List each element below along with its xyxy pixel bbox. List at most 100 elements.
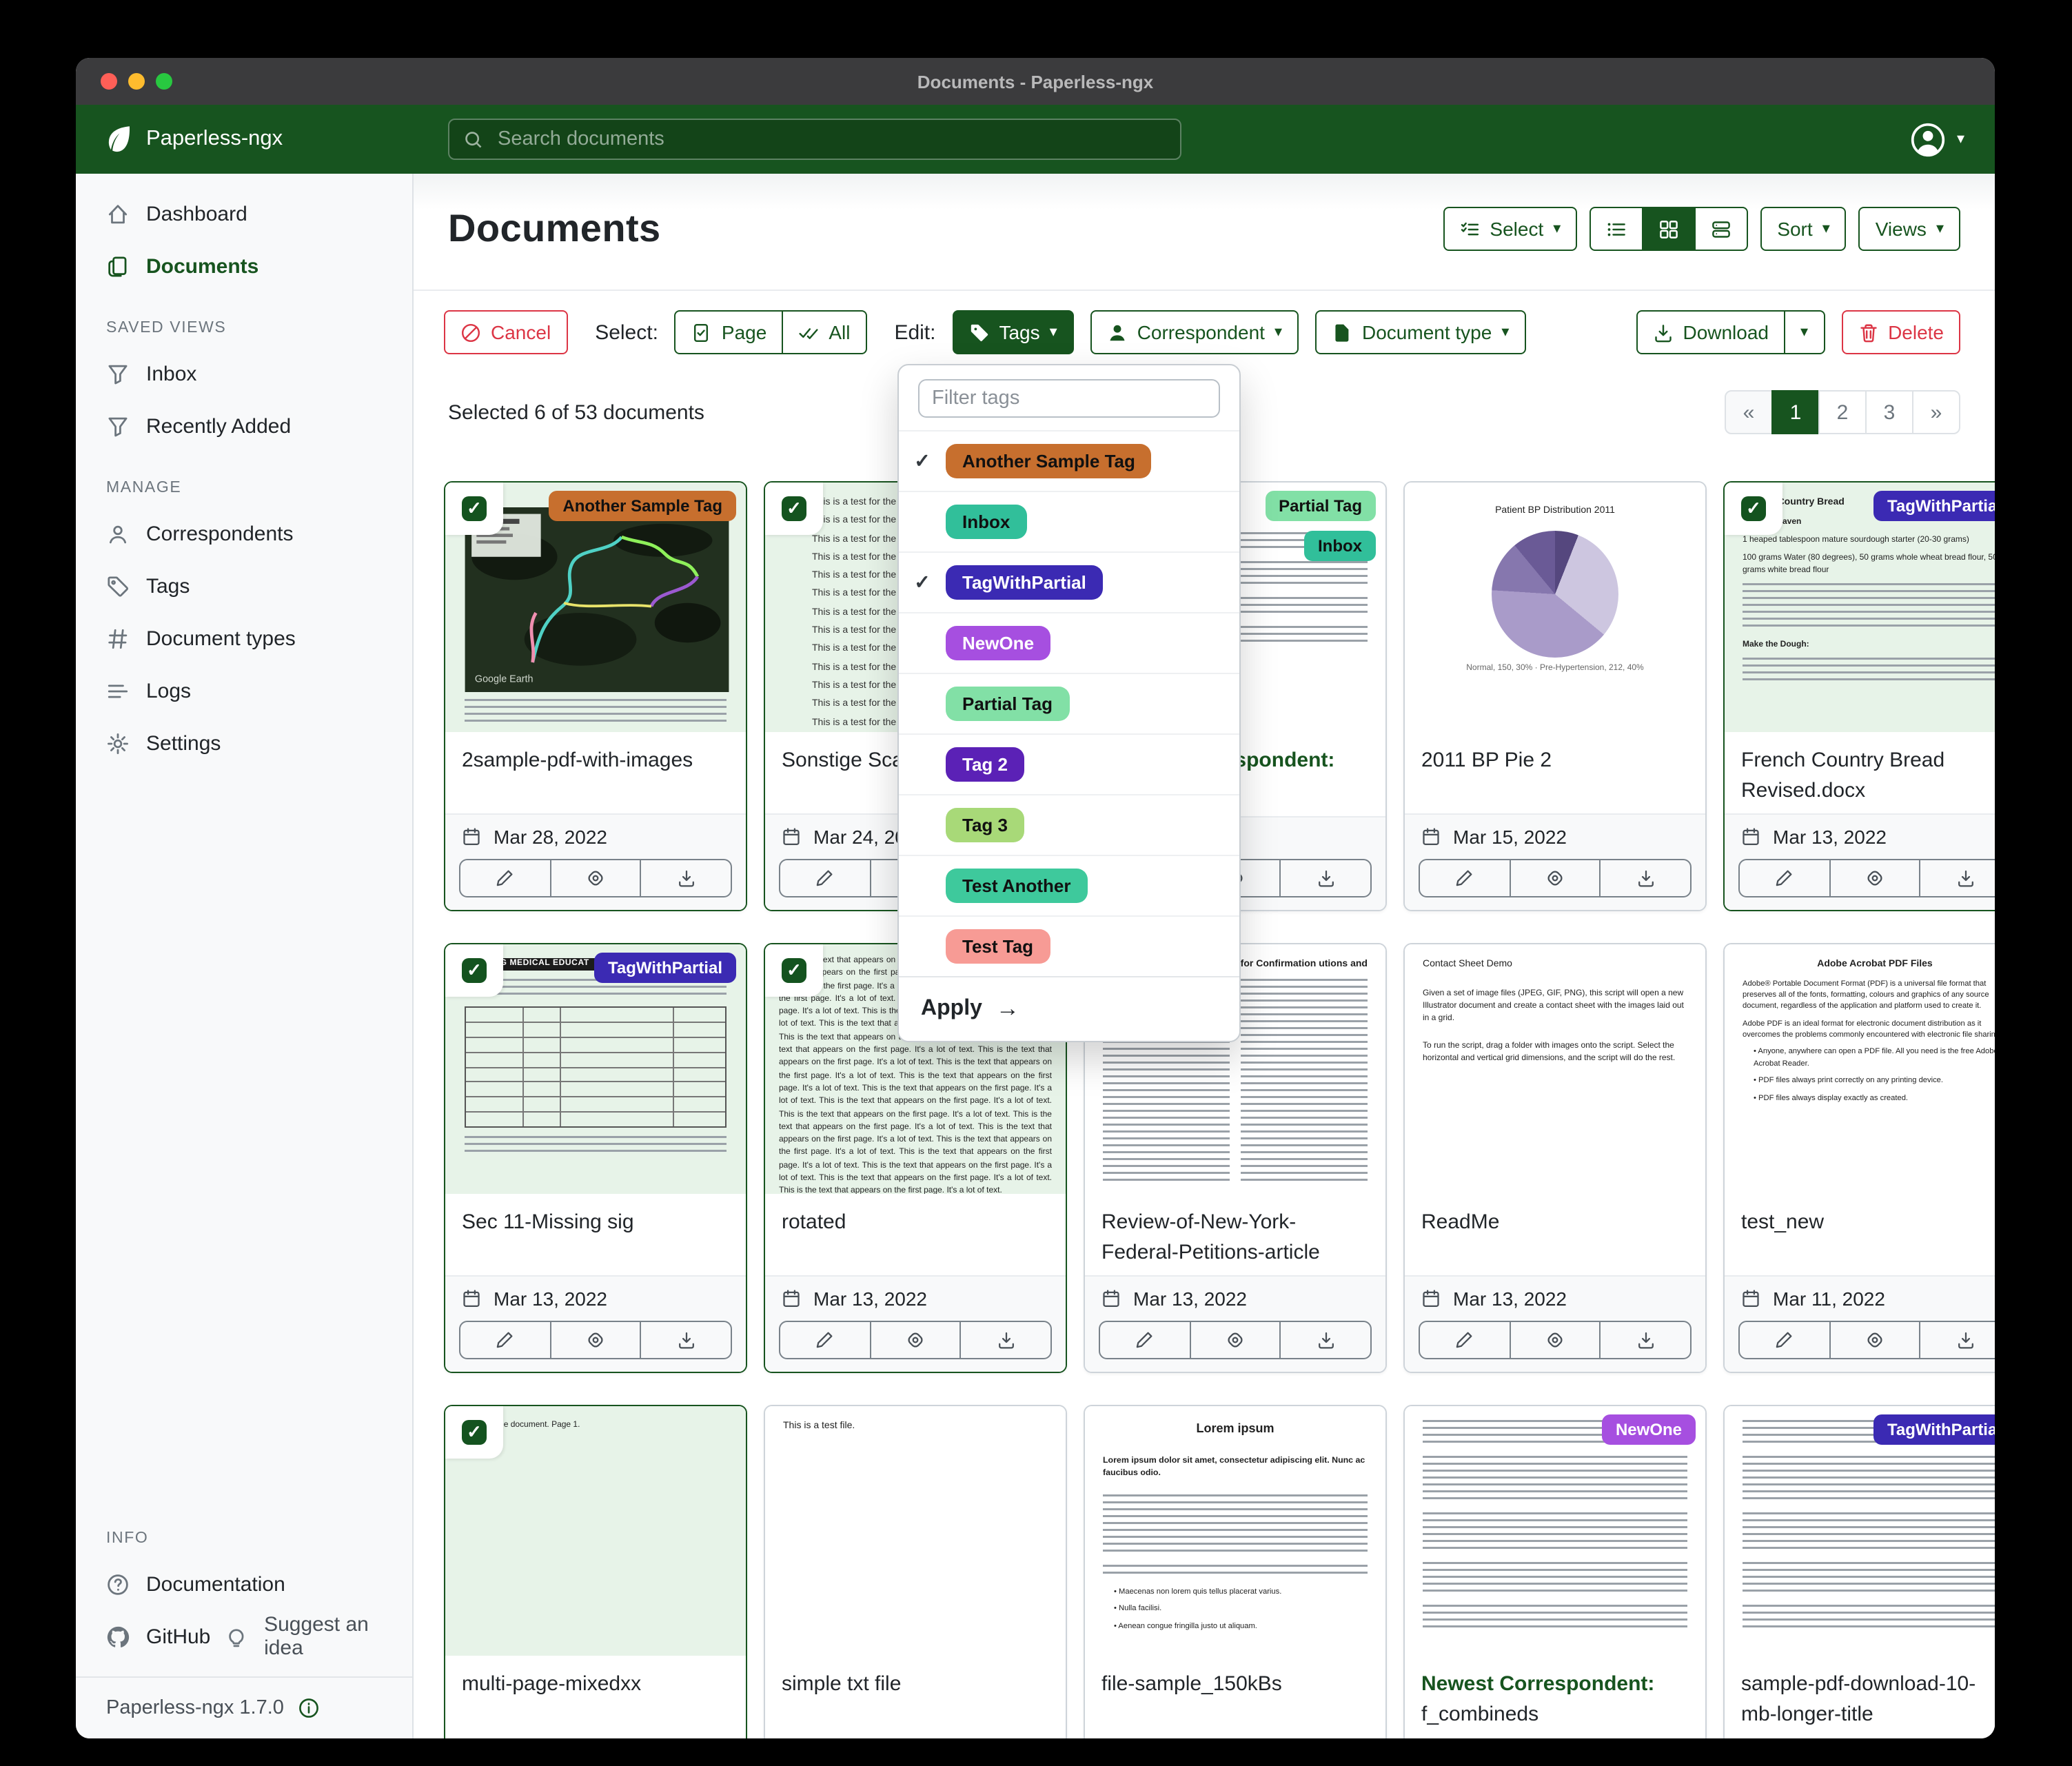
edit-document-button[interactable] (779, 1321, 871, 1359)
download-document-button[interactable] (959, 1321, 1053, 1359)
document-title[interactable]: French Country Bread Revised.docx (1741, 749, 1945, 802)
card-checkbox[interactable]: ✓ (765, 483, 823, 535)
brand[interactable]: Paperless-ngx (103, 124, 283, 154)
download-document-button[interactable] (1919, 1321, 1995, 1359)
apply-tags-button[interactable]: Apply → (899, 976, 1239, 1041)
document-card[interactable]: TagWithPartial sample-pdf-download-10-mb… (1723, 1405, 1995, 1738)
select-all-button[interactable]: All (782, 310, 867, 354)
document-thumbnail[interactable]: TagWithPartial ✓French Country BreadFor … (1725, 483, 1995, 732)
edit-document-type-button[interactable]: Document type ▾ (1315, 310, 1526, 354)
view-document-button[interactable] (549, 859, 642, 897)
download-caret-button[interactable]: ▾ (1784, 310, 1825, 354)
edit-correspondent-button[interactable]: Correspondent ▾ (1090, 310, 1299, 354)
edit-document-button[interactable] (459, 859, 551, 897)
minimize-window-button[interactable] (128, 73, 145, 90)
document-thumbnail[interactable]: Another Sample Tag ✓ Google Earth (445, 483, 746, 732)
tag-option-tag-2[interactable]: Tag 2 (899, 733, 1239, 794)
document-title[interactable]: Sec 11-Missing sig (462, 1210, 634, 1234)
filter-tags-input[interactable] (918, 379, 1220, 418)
sidebar-item-settings[interactable]: Settings (76, 717, 412, 769)
card-checkbox[interactable]: ✓ (765, 944, 823, 997)
document-thumbnail[interactable]: Adobe Acrobat PDF Files Adobe® Portable D… (1725, 944, 1995, 1194)
search-input[interactable] (495, 127, 1166, 152)
edit-document-button[interactable] (779, 859, 871, 897)
view-document-button[interactable] (549, 1321, 642, 1359)
edit-document-button[interactable] (459, 1321, 551, 1359)
search-box[interactable] (448, 119, 1181, 160)
document-thumbnail[interactable]: TagWithPartial ✓ TINUING MEDICAL EDUCAT (445, 944, 746, 1194)
tag-option-inbox[interactable]: Inbox (899, 491, 1239, 551)
download-document-button[interactable] (640, 1321, 733, 1359)
user-menu[interactable]: ▾ (1910, 105, 1964, 174)
sidebar-item-logs[interactable]: Logs (76, 664, 412, 717)
document-title[interactable]: test_new (1741, 1210, 1825, 1234)
download-document-button[interactable] (640, 859, 733, 897)
edit-document-button[interactable] (1419, 1321, 1511, 1359)
document-card[interactable]: NewOne Newest Correspondent: f_combineds (1403, 1405, 1707, 1738)
sort-dropdown-button[interactable]: Sort ▾ (1760, 207, 1847, 251)
card-checkbox[interactable]: ✓ (445, 944, 503, 997)
sidebar-item-github[interactable]: GitHub (76, 1610, 210, 1663)
page-button-3[interactable]: 3 (1865, 390, 1913, 434)
select-dropdown-button[interactable]: Select ▾ (1443, 207, 1578, 251)
document-title[interactable]: Review-of-New-York-Federal-Petitions-art… (1101, 1210, 1320, 1264)
edit-document-button[interactable] (1738, 859, 1831, 897)
grid-view-button[interactable] (1642, 207, 1696, 251)
download-button[interactable]: Download (1636, 310, 1785, 354)
sidebar-item-documentation[interactable]: Documentation (76, 1558, 412, 1610)
document-title[interactable]: ReadMe (1421, 1210, 1500, 1234)
page-button-»[interactable]: » (1912, 390, 1960, 434)
sidebar-item-recently-added[interactable]: Recently Added (76, 400, 412, 452)
document-thumbnail[interactable]: This is a test file. (765, 1406, 1066, 1656)
page-button-1[interactable]: 1 (1771, 390, 1820, 434)
document-thumbnail[interactable]: ✓ a multi page document. Page 1. (445, 1406, 746, 1656)
edit-document-button[interactable] (1099, 1321, 1191, 1359)
document-title[interactable]: file-sample_150kBs (1101, 1672, 1282, 1696)
view-document-button[interactable] (1189, 1321, 1281, 1359)
download-document-button[interactable] (1279, 859, 1372, 897)
view-document-button[interactable] (1829, 859, 1921, 897)
download-document-button[interactable] (1599, 1321, 1692, 1359)
document-thumbnail[interactable]: TagWithPartial (1725, 1406, 1995, 1656)
select-page-button[interactable]: Page (674, 310, 784, 354)
page-button-«[interactable]: « (1725, 390, 1773, 434)
sidebar-item-dashboard[interactable]: Dashboard (76, 187, 412, 240)
view-document-button[interactable] (1509, 859, 1601, 897)
download-document-button[interactable] (1279, 1321, 1372, 1359)
view-document-button[interactable] (1509, 1321, 1601, 1359)
document-card[interactable]: Patient BP Distribution 2011 Normal, 150,… (1403, 481, 1707, 911)
zoom-window-button[interactable] (156, 73, 172, 90)
document-title[interactable]: simple txt file (782, 1672, 902, 1696)
sidebar-item-inbox[interactable]: Inbox (76, 347, 412, 400)
sidebar-item-tags[interactable]: Tags (76, 560, 412, 612)
detail-view-button[interactable] (1694, 207, 1749, 251)
close-window-button[interactable] (101, 73, 117, 90)
document-title[interactable]: Newest Correspondent: f_combineds (1421, 1672, 1655, 1726)
document-title[interactable]: rotated (782, 1210, 846, 1234)
document-card[interactable]: Adobe Acrobat PDF Files Adobe® Portable D… (1723, 943, 1995, 1373)
tag-option-test-another[interactable]: Test Another (899, 855, 1239, 915)
tag-option-tag-3[interactable]: Tag 3 (899, 794, 1239, 855)
edit-tags-button[interactable]: Tags ▾ (952, 310, 1074, 354)
download-document-button[interactable] (1599, 859, 1692, 897)
document-title[interactable]: multi-page-mixedxx (462, 1672, 642, 1696)
tag-option-test-tag[interactable]: Test Tag (899, 915, 1239, 976)
download-document-button[interactable] (1919, 859, 1995, 897)
document-thumbnail[interactable]: Patient BP Distribution 2011 Normal, 150,… (1405, 483, 1705, 732)
list-view-button[interactable] (1589, 207, 1644, 251)
card-checkbox[interactable]: ✓ (1725, 483, 1782, 535)
card-checkbox[interactable]: ✓ (445, 483, 503, 535)
card-checkbox[interactable]: ✓ (445, 1406, 503, 1459)
page-button-2[interactable]: 2 (1818, 390, 1867, 434)
sidebar-item-suggest-idea[interactable]: Suggest an idea (210, 1610, 412, 1663)
view-document-button[interactable] (869, 1321, 962, 1359)
tag-option-newone[interactable]: NewOne (899, 612, 1239, 673)
info-icon[interactable] (298, 1697, 320, 1719)
sidebar-item-correspondents[interactable]: Correspondents (76, 507, 412, 560)
document-thumbnail[interactable]: NewOne (1405, 1406, 1705, 1656)
cancel-button[interactable]: Cancel (444, 310, 568, 354)
document-thumbnail[interactable]: Contact Sheet Demo Given a set of image f… (1405, 944, 1705, 1194)
document-title[interactable]: sample-pdf-download-10-mb-longer-title (1741, 1672, 1976, 1726)
document-thumbnail[interactable]: Lorem ipsum Lorem ipsum dolor sit amet, c… (1085, 1406, 1385, 1656)
document-title[interactable]: 2011 BP Pie 2 (1421, 749, 1552, 772)
